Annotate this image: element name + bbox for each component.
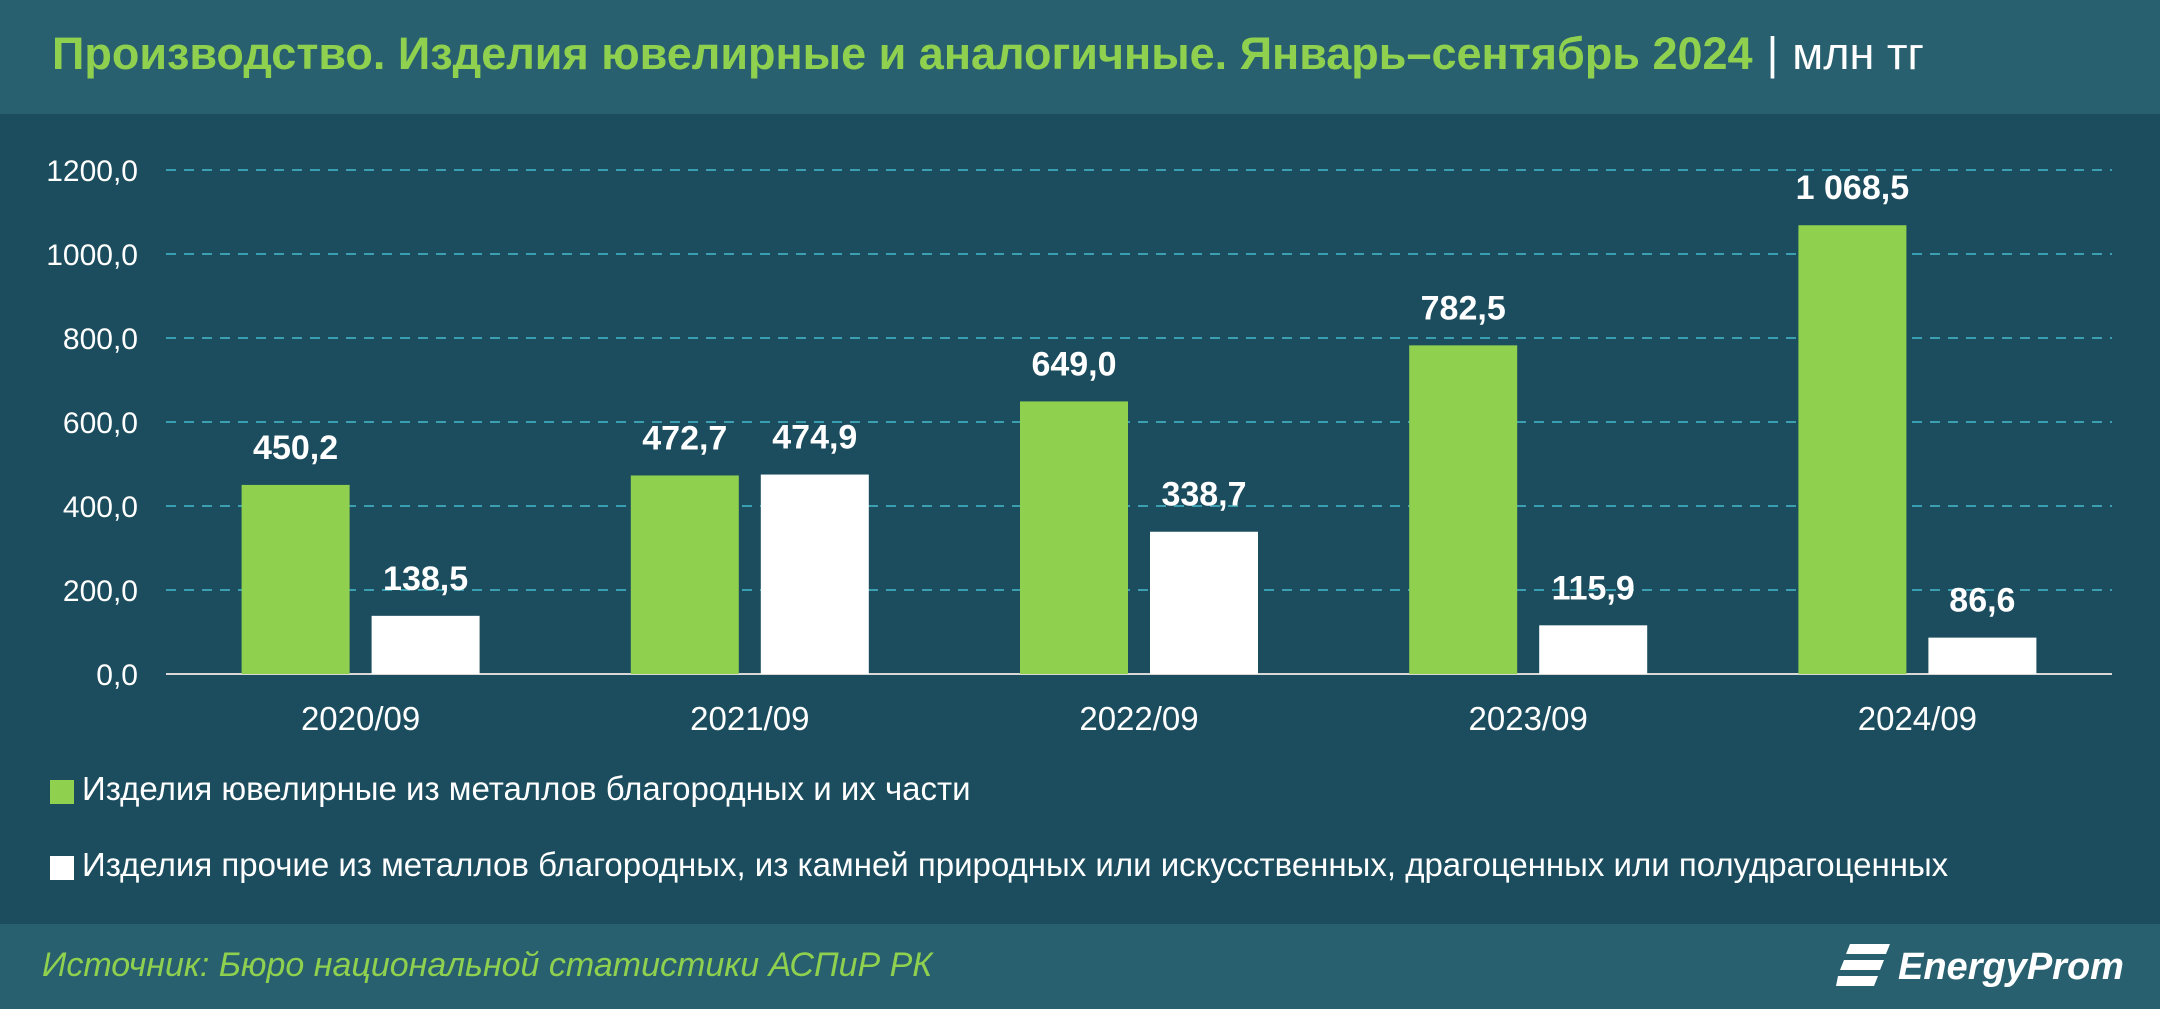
x-tick-label: 2020/09 <box>301 700 420 737</box>
data-label: 472,7 <box>642 419 727 457</box>
bar <box>630 475 739 674</box>
source-note: Источник: Бюро национальной статистики А… <box>42 946 933 984</box>
title-text: Производство. Изделия ювелирные и аналог… <box>52 28 1753 79</box>
y-tick-label: 600,0 <box>63 407 138 440</box>
bar <box>1798 225 1907 674</box>
bar <box>241 484 350 674</box>
legend-label-jewelry: Изделия ювелирные из металлов благородны… <box>82 770 971 807</box>
y-tick-label: 200,0 <box>63 575 138 608</box>
logo-mark-icon <box>1836 944 1890 986</box>
bar <box>760 474 869 674</box>
bar <box>371 615 480 674</box>
data-label: 138,5 <box>383 560 468 598</box>
bar <box>1020 401 1128 674</box>
header-bar: Производство. Изделия ювелирные и аналог… <box>0 0 2160 114</box>
y-tick-label: 1200,0 <box>46 155 138 188</box>
title-separator: | <box>1766 28 1779 79</box>
bar <box>1539 625 1648 674</box>
bar <box>1409 345 1518 674</box>
bar-chart: 0,0 200,0 400,0 600,0 800,0 1000,0 1200,0 450,2… <box>46 155 2112 737</box>
y-tick-label: 800,0 <box>63 323 138 356</box>
y-tick-label: 0,0 <box>96 659 138 692</box>
x-tick-label: 2021/09 <box>690 700 809 737</box>
data-label: 450,2 <box>253 429 338 467</box>
legend-label-other: Изделия прочие из металлов благородных, … <box>82 846 1949 883</box>
x-tick-label: 2022/09 <box>1079 700 1198 737</box>
footer-bar: Источник: Бюро национальной статистики А… <box>0 924 2160 1009</box>
logo-text: EnergyProm <box>1898 946 2124 988</box>
data-label: 338,7 <box>1161 476 1246 514</box>
data-label: 1 068,5 <box>1796 169 1909 207</box>
energyprom-logo: EnergyProm <box>1836 938 2126 996</box>
legend-swatch-jewelry <box>50 780 74 804</box>
chart-title: Производство. Изделия ювелирные и аналог… <box>52 28 1924 80</box>
bar <box>1928 637 2037 674</box>
y-tick-label: 1000,0 <box>46 239 138 272</box>
y-tick-label: 400,0 <box>63 491 138 524</box>
data-label: 649,0 <box>1031 345 1116 383</box>
bar <box>1150 531 1258 674</box>
x-tick-label: 2024/09 <box>1858 700 1977 737</box>
data-label: 115,9 <box>1552 569 1635 607</box>
data-label: 782,5 <box>1421 289 1506 327</box>
data-label: 474,9 <box>772 419 857 457</box>
x-tick-label: 2023/09 <box>1469 700 1588 737</box>
legend-swatch-other <box>50 856 74 880</box>
title-unit: млн тг <box>1792 28 1924 79</box>
data-label: 86,6 <box>1949 582 2015 620</box>
